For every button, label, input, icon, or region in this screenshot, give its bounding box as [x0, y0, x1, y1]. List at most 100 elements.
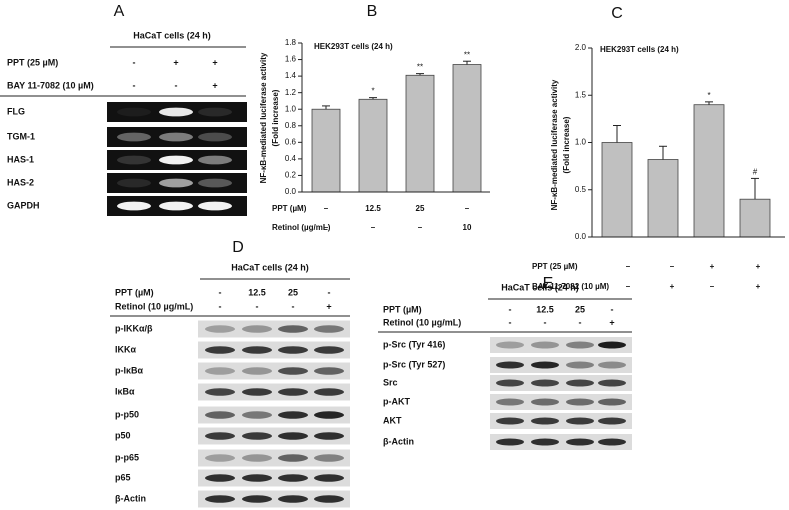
band-label: p-IKKα/β: [115, 323, 153, 333]
band: [205, 454, 235, 462]
bar: [452, 64, 482, 193]
condition-cell: –: [418, 223, 423, 232]
band-label: p65: [115, 472, 131, 482]
significance: #: [753, 168, 758, 177]
band: [242, 388, 272, 396]
condition-cell: +: [756, 282, 761, 291]
band-label: GAPDH: [7, 200, 40, 210]
band-label: AKT: [383, 415, 402, 425]
condition-cell: –: [465, 204, 470, 213]
condition-cell: –: [324, 223, 329, 232]
band: [598, 417, 626, 425]
y-tick-label: 2.0: [575, 43, 587, 52]
band: [159, 201, 193, 211]
condition-cell: 25: [288, 287, 298, 297]
condition-cell: 25: [575, 304, 585, 314]
condition-label: PPT (µM): [272, 204, 307, 213]
condition-cell: –: [324, 204, 329, 213]
band: [205, 495, 235, 503]
band: [159, 155, 193, 165]
band-label: β-Actin: [115, 493, 146, 503]
blot-strip: [490, 357, 632, 373]
band: [314, 325, 344, 333]
condition-label: BAY 11-7082 (10 µM): [7, 80, 94, 90]
condition-cell: –: [710, 282, 715, 291]
condition-cell: 25: [416, 204, 425, 213]
band: [278, 495, 308, 503]
band: [205, 432, 235, 440]
condition-cell: -: [256, 301, 259, 311]
condition-cell: -: [219, 287, 222, 297]
bar: [405, 74, 435, 193]
band: [598, 361, 626, 369]
significance: **: [464, 50, 470, 59]
condition-label: PPT (25 µM): [532, 262, 578, 271]
y-tick-label: 1.5: [575, 90, 587, 99]
band: [278, 411, 308, 419]
band-label: p50: [115, 430, 131, 440]
band: [242, 411, 272, 419]
band: [117, 155, 151, 165]
band-label: p-p65: [115, 452, 139, 462]
bar: [647, 159, 679, 238]
band-label: β-Actin: [383, 436, 414, 446]
y-axis-label: (Fold increase): [562, 116, 571, 173]
band: [159, 132, 193, 142]
band: [566, 341, 594, 349]
condition-cell: -: [509, 317, 512, 327]
band-label: HAS-2: [7, 177, 34, 187]
blot-strip: [198, 469, 350, 487]
condition-cell: -: [175, 80, 178, 90]
condition-cell: 10: [463, 223, 472, 232]
bar: [311, 108, 341, 193]
condition-label: Retinol (µg/mL): [272, 223, 331, 232]
y-tick-label: 1.0: [575, 138, 587, 147]
y-tick-label: 1.4: [285, 71, 297, 80]
blot-strip: [198, 449, 350, 467]
y-tick-label: 1.8: [285, 38, 297, 47]
band: [242, 346, 272, 354]
condition-cell: +: [756, 262, 761, 271]
blot-strip: [198, 427, 350, 445]
condition-cell: -: [328, 287, 331, 297]
y-tick-label: 1.0: [285, 104, 297, 113]
band: [242, 495, 272, 503]
band: [278, 474, 308, 482]
condition-cell: –: [670, 262, 675, 271]
condition-cell: -: [133, 80, 136, 90]
panel-label: E: [543, 275, 554, 292]
band: [566, 379, 594, 387]
band: [278, 432, 308, 440]
band: [198, 107, 232, 117]
condition-cell: -: [133, 57, 136, 67]
band: [496, 361, 524, 369]
band: [205, 411, 235, 419]
band: [598, 341, 626, 349]
band-label: TGM-1: [7, 131, 35, 141]
band: [117, 132, 151, 142]
band: [531, 341, 559, 349]
condition-cell: 12.5: [536, 304, 554, 314]
condition-label: PPT (µM): [383, 304, 422, 314]
band-label: p-IκBα: [115, 365, 144, 375]
condition-cell: –: [626, 282, 631, 291]
y-axis-label: NF-κB-mediated luciferase activity: [259, 52, 268, 183]
band-label: IκBα: [115, 386, 135, 396]
band: [598, 379, 626, 387]
y-tick-label: 0.0: [285, 187, 297, 196]
band: [566, 417, 594, 425]
y-tick-label: 0.8: [285, 121, 297, 130]
band: [314, 432, 344, 440]
y-tick-label: 0.5: [575, 185, 587, 194]
band: [117, 201, 151, 211]
blot-strip: [198, 490, 350, 508]
significance: *: [707, 91, 710, 100]
band: [117, 178, 151, 188]
band: [117, 107, 151, 117]
band: [242, 432, 272, 440]
blot-strip: [490, 337, 632, 353]
band: [496, 398, 524, 406]
blot-strip: [107, 127, 247, 147]
band: [496, 417, 524, 425]
